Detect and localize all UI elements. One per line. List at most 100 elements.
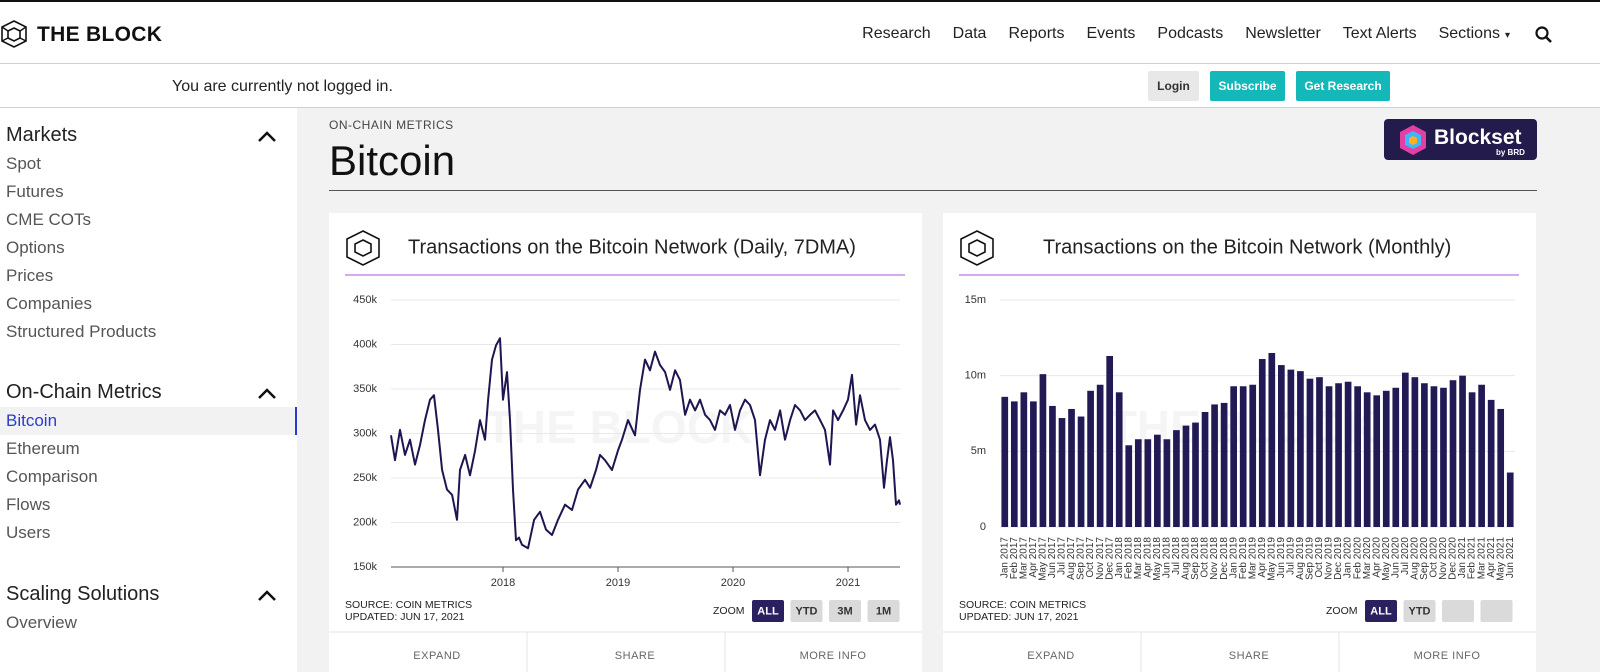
action-label[interactable]: SHARE	[1229, 650, 1269, 662]
x-tick-label: Dec 2018	[1219, 537, 1230, 580]
blockset-badge[interactable]: Blockset by BRD	[1384, 119, 1537, 160]
updated: UPDATED: JUN 17, 2021	[345, 611, 465, 623]
section-item[interactable]: CME COTs	[6, 210, 91, 229]
x-tick-label: Jun 2020	[1390, 537, 1401, 579]
section-item[interactable]: Futures	[6, 182, 64, 201]
login-message: You are currently not logged in.	[172, 78, 393, 95]
zoom-button-label[interactable]: YTD	[1409, 605, 1431, 617]
bar	[1163, 439, 1171, 527]
action-label[interactable]: EXPAND	[413, 650, 460, 662]
x-tick-label: May 2018	[1152, 537, 1163, 581]
zoom-button[interactable]	[829, 600, 861, 622]
x-tick-label: Apr 2017	[1028, 537, 1039, 578]
action-label[interactable]: MORE INFO	[1414, 650, 1481, 662]
x-tick-label: Aug 2019	[1295, 537, 1306, 580]
x-tick-label: Jun 2019	[1276, 537, 1287, 579]
y-tick-label: 200k	[353, 516, 377, 528]
x-tick-label: Mar 2021	[1476, 537, 1487, 580]
zoom-button[interactable]	[752, 600, 784, 622]
chart: Transactions on the Bitcoin Network (Dai…	[329, 230, 922, 672]
section-item[interactable]: Options	[6, 238, 65, 257]
action-label[interactable]: MORE INFO	[800, 650, 867, 662]
x-tick-label: Dec 2020	[1448, 537, 1459, 580]
line	[390, 337, 901, 550]
chart-card: Transactions on the Bitcoin Network (Mon…	[943, 213, 1536, 672]
action-label[interactable]: EXPAND	[1027, 650, 1074, 662]
bar	[1373, 395, 1381, 527]
y-tick-label: 350k	[353, 383, 377, 395]
zoom-button[interactable]	[1365, 600, 1397, 622]
zoom-button[interactable]	[867, 600, 900, 622]
login-button[interactable]: Login	[1148, 71, 1199, 101]
nav-item[interactable]: Text Alerts	[1342, 25, 1417, 42]
bar	[1382, 390, 1390, 527]
zoom-button-label[interactable]: 1M	[876, 605, 891, 617]
zoom-button[interactable]	[790, 600, 823, 622]
zoom-button[interactable]	[1480, 600, 1513, 622]
bar	[1192, 422, 1199, 527]
search-icon[interactable]	[1535, 26, 1553, 44]
nav-item[interactable]: Events	[1086, 25, 1136, 42]
x-tick-label: Apr 2021	[1486, 537, 1497, 578]
nav-item[interactable]: Newsletter	[1245, 25, 1321, 42]
section-title[interactable]: On-Chain Metrics	[6, 381, 162, 403]
bar	[1239, 386, 1247, 527]
bar	[1440, 387, 1447, 527]
x-tick-label: Dec 2019	[1333, 537, 1344, 580]
x-tick-label: Oct 2017	[1085, 537, 1096, 578]
bar	[1058, 418, 1066, 527]
x-tick-label: Sep 2019	[1305, 537, 1316, 580]
logo-text[interactable]: THE BLOCK	[37, 23, 163, 46]
bar	[1497, 408, 1505, 527]
section-item[interactable]: Prices	[6, 266, 54, 285]
bar	[1316, 377, 1323, 527]
zoom-button-label[interactable]: 3M	[837, 605, 852, 617]
chart-card: Transactions on the Bitcoin Network (Dai…	[329, 213, 922, 672]
zoom-label: ZOOM	[1326, 605, 1358, 617]
bar	[1010, 401, 1018, 527]
section-item[interactable]: Users	[6, 523, 51, 542]
section-item[interactable]: Companies	[6, 294, 92, 313]
x-tick-label: Mar 2020	[1362, 537, 1373, 580]
section-title[interactable]: Scaling Solutions	[6, 583, 160, 605]
zoom-button-label[interactable]: ALL	[757, 605, 779, 617]
nav-item[interactable]: Sections ▾	[1438, 25, 1510, 42]
section-item[interactable]: Flows	[6, 495, 51, 514]
login-button[interactable]: Subscribe	[1210, 71, 1285, 101]
bar	[1030, 401, 1037, 527]
bar	[1068, 408, 1075, 527]
bar	[1363, 392, 1371, 527]
zoom-button-label[interactable]: YTD	[796, 605, 818, 617]
section-item[interactable]: Comparison	[6, 467, 98, 486]
login-button[interactable]: Get Research	[1296, 71, 1390, 101]
x-tick-label: May 2021	[1495, 537, 1506, 581]
nav-item[interactable]: Reports	[1008, 25, 1065, 42]
chevron[interactable]	[257, 131, 277, 143]
bar	[1001, 396, 1009, 527]
bar	[1411, 377, 1419, 527]
nav-item[interactable]: Research	[862, 25, 931, 42]
top-bar: THE BLOCK Research Data Reports Events Podca…	[0, 0, 1600, 64]
chevron[interactable]	[257, 590, 277, 602]
section-title[interactable]: Markets	[6, 124, 78, 146]
x-tick-label: Oct 2019	[1314, 537, 1325, 578]
source: SOURCE: COIN METRICS	[345, 599, 472, 611]
bar	[1049, 405, 1056, 527]
nav-item[interactable]: Data	[952, 25, 987, 42]
zoom-button[interactable]	[1442, 600, 1474, 622]
chart-title: Transactions on the Bitcoin Network (Dai…	[408, 236, 856, 258]
zoom-button-label[interactable]: ALL	[1370, 605, 1392, 617]
bar	[1278, 365, 1285, 527]
section-item[interactable]: Overview	[6, 613, 77, 632]
section-item[interactable]: Bitcoin	[0, 407, 297, 435]
y-tick-label: 300k	[353, 427, 377, 439]
section-item[interactable]: Spot	[6, 154, 41, 173]
badge-text: Blockset	[1434, 126, 1522, 149]
section-item[interactable]: Structured Products	[6, 322, 157, 341]
action-label[interactable]: SHARE	[615, 650, 655, 662]
zoom-button[interactable]	[1403, 600, 1436, 622]
chevron[interactable]	[257, 388, 277, 400]
section-item[interactable]: Ethereum	[6, 439, 80, 458]
nav-item[interactable]: Podcasts	[1157, 25, 1224, 42]
login-bar: You are currently not logged in. Login Su…	[0, 64, 1600, 108]
